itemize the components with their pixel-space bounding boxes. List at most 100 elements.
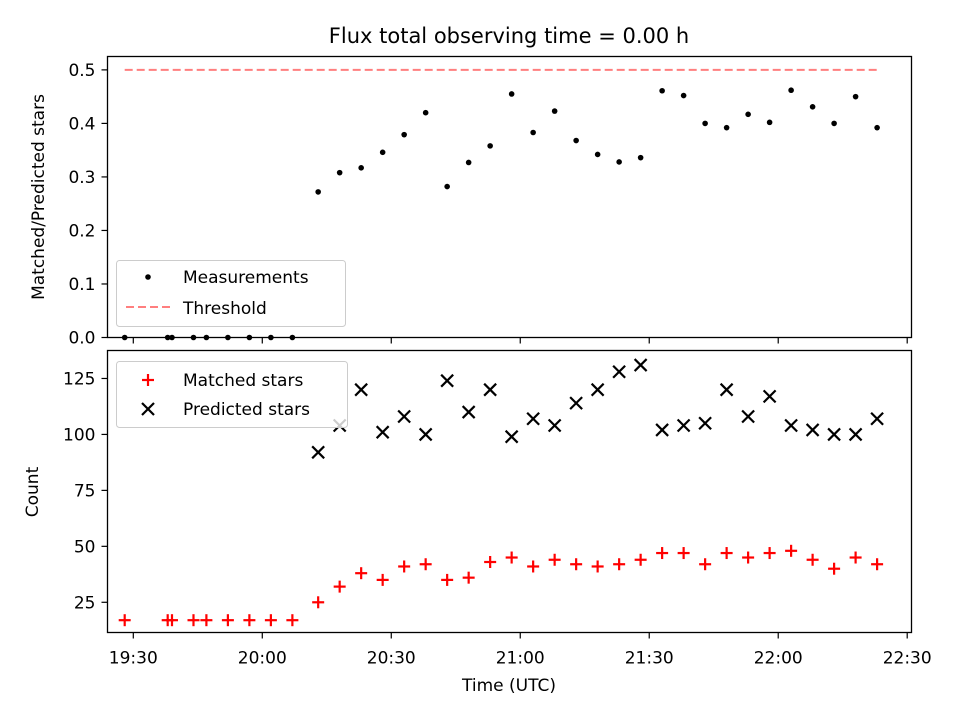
count-y-axis-label: Count [23, 466, 43, 517]
ratio-plot-frame [106, 55, 913, 339]
predicted-stars-point [676, 418, 691, 433]
matched-stars-point [312, 596, 325, 609]
x-tick-label: 22:30 [883, 649, 932, 669]
matched-stars-point [871, 558, 884, 571]
predicted-stars-point [784, 418, 798, 433]
y-tick-label: 25 [74, 593, 96, 613]
matched-stars-point [720, 547, 733, 560]
predicted-stars-point [354, 382, 368, 397]
measurement-point [766, 119, 773, 126]
matched-stars-point [376, 573, 389, 586]
measurement-point [874, 124, 880, 131]
count-y-axis: 25 50 75 100 125 [63, 369, 108, 613]
matched-stars-point [763, 547, 776, 560]
y-tick-label: 0.1 [68, 275, 95, 295]
y-tick-label: 75 [74, 481, 96, 501]
predicted-stars-point [461, 405, 476, 419]
matched-stars-point [462, 571, 475, 584]
measurement-point [358, 165, 364, 171]
measurement-point [530, 129, 536, 136]
count-legend: Matched stars Predicted stars [116, 361, 348, 428]
predicted-stars-point [870, 411, 884, 426]
matched-stars-point [505, 551, 518, 564]
predicted-stars-point [311, 445, 325, 460]
matched-stars-point [570, 558, 583, 571]
measurement-point [336, 169, 343, 176]
measurement-point [809, 104, 816, 110]
matched-stars-point [656, 547, 669, 560]
matched-stars-point [118, 614, 131, 627]
matched-stars-point [677, 547, 690, 560]
predicted-stars-point [547, 418, 562, 433]
predicted-stars-point [633, 358, 648, 372]
count-legend-box [116, 361, 348, 428]
measurement-point [723, 124, 730, 131]
matched-stars-point [527, 560, 540, 573]
measurement-point [487, 143, 493, 149]
matched-stars-point [591, 560, 604, 573]
measurement-point [401, 131, 407, 138]
count-x-axis: 19:30 20:00 20:30 21:00 21:30 22:00 22:30 [109, 632, 932, 669]
matched-stars-point [548, 553, 561, 566]
y-tick-label: 0.5 [68, 61, 95, 81]
ratio-y-axis: 0.0 0.1 0.2 0.3 0.4 0.5 [68, 61, 108, 349]
count-plot-frame [106, 349, 913, 634]
predicted-stars-point [526, 411, 540, 426]
matched-stars-point [828, 562, 841, 575]
y-tick-label: 0.2 [68, 221, 95, 241]
matched-stars-point [742, 551, 755, 564]
measurement-point [745, 111, 751, 118]
predicted-stars-point [848, 427, 863, 442]
matched-stars-point [333, 580, 346, 593]
matched-stars-point [221, 614, 234, 627]
x-tick-label: 21:30 [625, 649, 674, 669]
measurement-point [831, 120, 837, 127]
ratio-y-axis-label: Matched/Predicted stars [29, 94, 49, 300]
measurement-point [422, 109, 429, 116]
legend-measurements-marker [145, 274, 151, 280]
x-tick-label: 22:00 [754, 649, 803, 669]
x-tick-label: 20:00 [238, 649, 287, 669]
matched-stars-point [419, 558, 432, 571]
measurement-point [852, 93, 859, 100]
x-tick-label: 20:30 [367, 649, 416, 669]
matched-stars-point [264, 614, 277, 627]
matched-stars-point [484, 556, 497, 568]
matched-stars-point [806, 553, 819, 566]
matched-stars-point [785, 544, 798, 557]
predicted-stars-point [569, 396, 583, 410]
ratio-panel: 0.0 0.1 0.2 0.3 0.4 0.5 Matched/Predicted sta… [29, 55, 913, 349]
predicted-stars-point [827, 427, 841, 442]
count-plot-marks [118, 358, 884, 627]
ratio-x-axis [132, 337, 908, 344]
legend-predicted-marker [141, 402, 155, 416]
x-tick-label: 19:30 [109, 649, 158, 669]
measurement-point [573, 137, 579, 144]
matched-stars-point [441, 573, 454, 586]
predicted-stars-point [590, 382, 605, 397]
predicted-stars-point [440, 373, 454, 388]
measurement-point [637, 154, 644, 161]
predicted-stars-point [504, 429, 519, 444]
matched-stars-point [187, 614, 200, 627]
measurement-point [379, 149, 386, 156]
legend-measurements-label: Measurements [183, 268, 309, 288]
predicted-stars-point [418, 427, 433, 442]
matched-stars-point [355, 567, 368, 580]
measurement-point [465, 159, 472, 166]
measurement-point [680, 92, 687, 99]
y-tick-label: 100 [63, 425, 95, 445]
measurement-point [702, 120, 708, 127]
measurement-point [315, 189, 321, 195]
matched-stars-point [165, 614, 178, 627]
figure-title: Flux total observing time = 0.00 h [329, 24, 689, 48]
y-tick-label: 0.0 [68, 329, 95, 349]
measurement-point [616, 159, 622, 165]
predicted-stars-point [483, 382, 497, 397]
y-tick-label: 0.3 [68, 168, 95, 188]
measurement-point [508, 91, 515, 97]
predicted-stars-point [375, 425, 390, 439]
matched-stars-point [699, 558, 712, 571]
count-panel: 25 50 75 100 125 19:30 20:00 20:30 21:00 21:30 22… [23, 349, 932, 669]
